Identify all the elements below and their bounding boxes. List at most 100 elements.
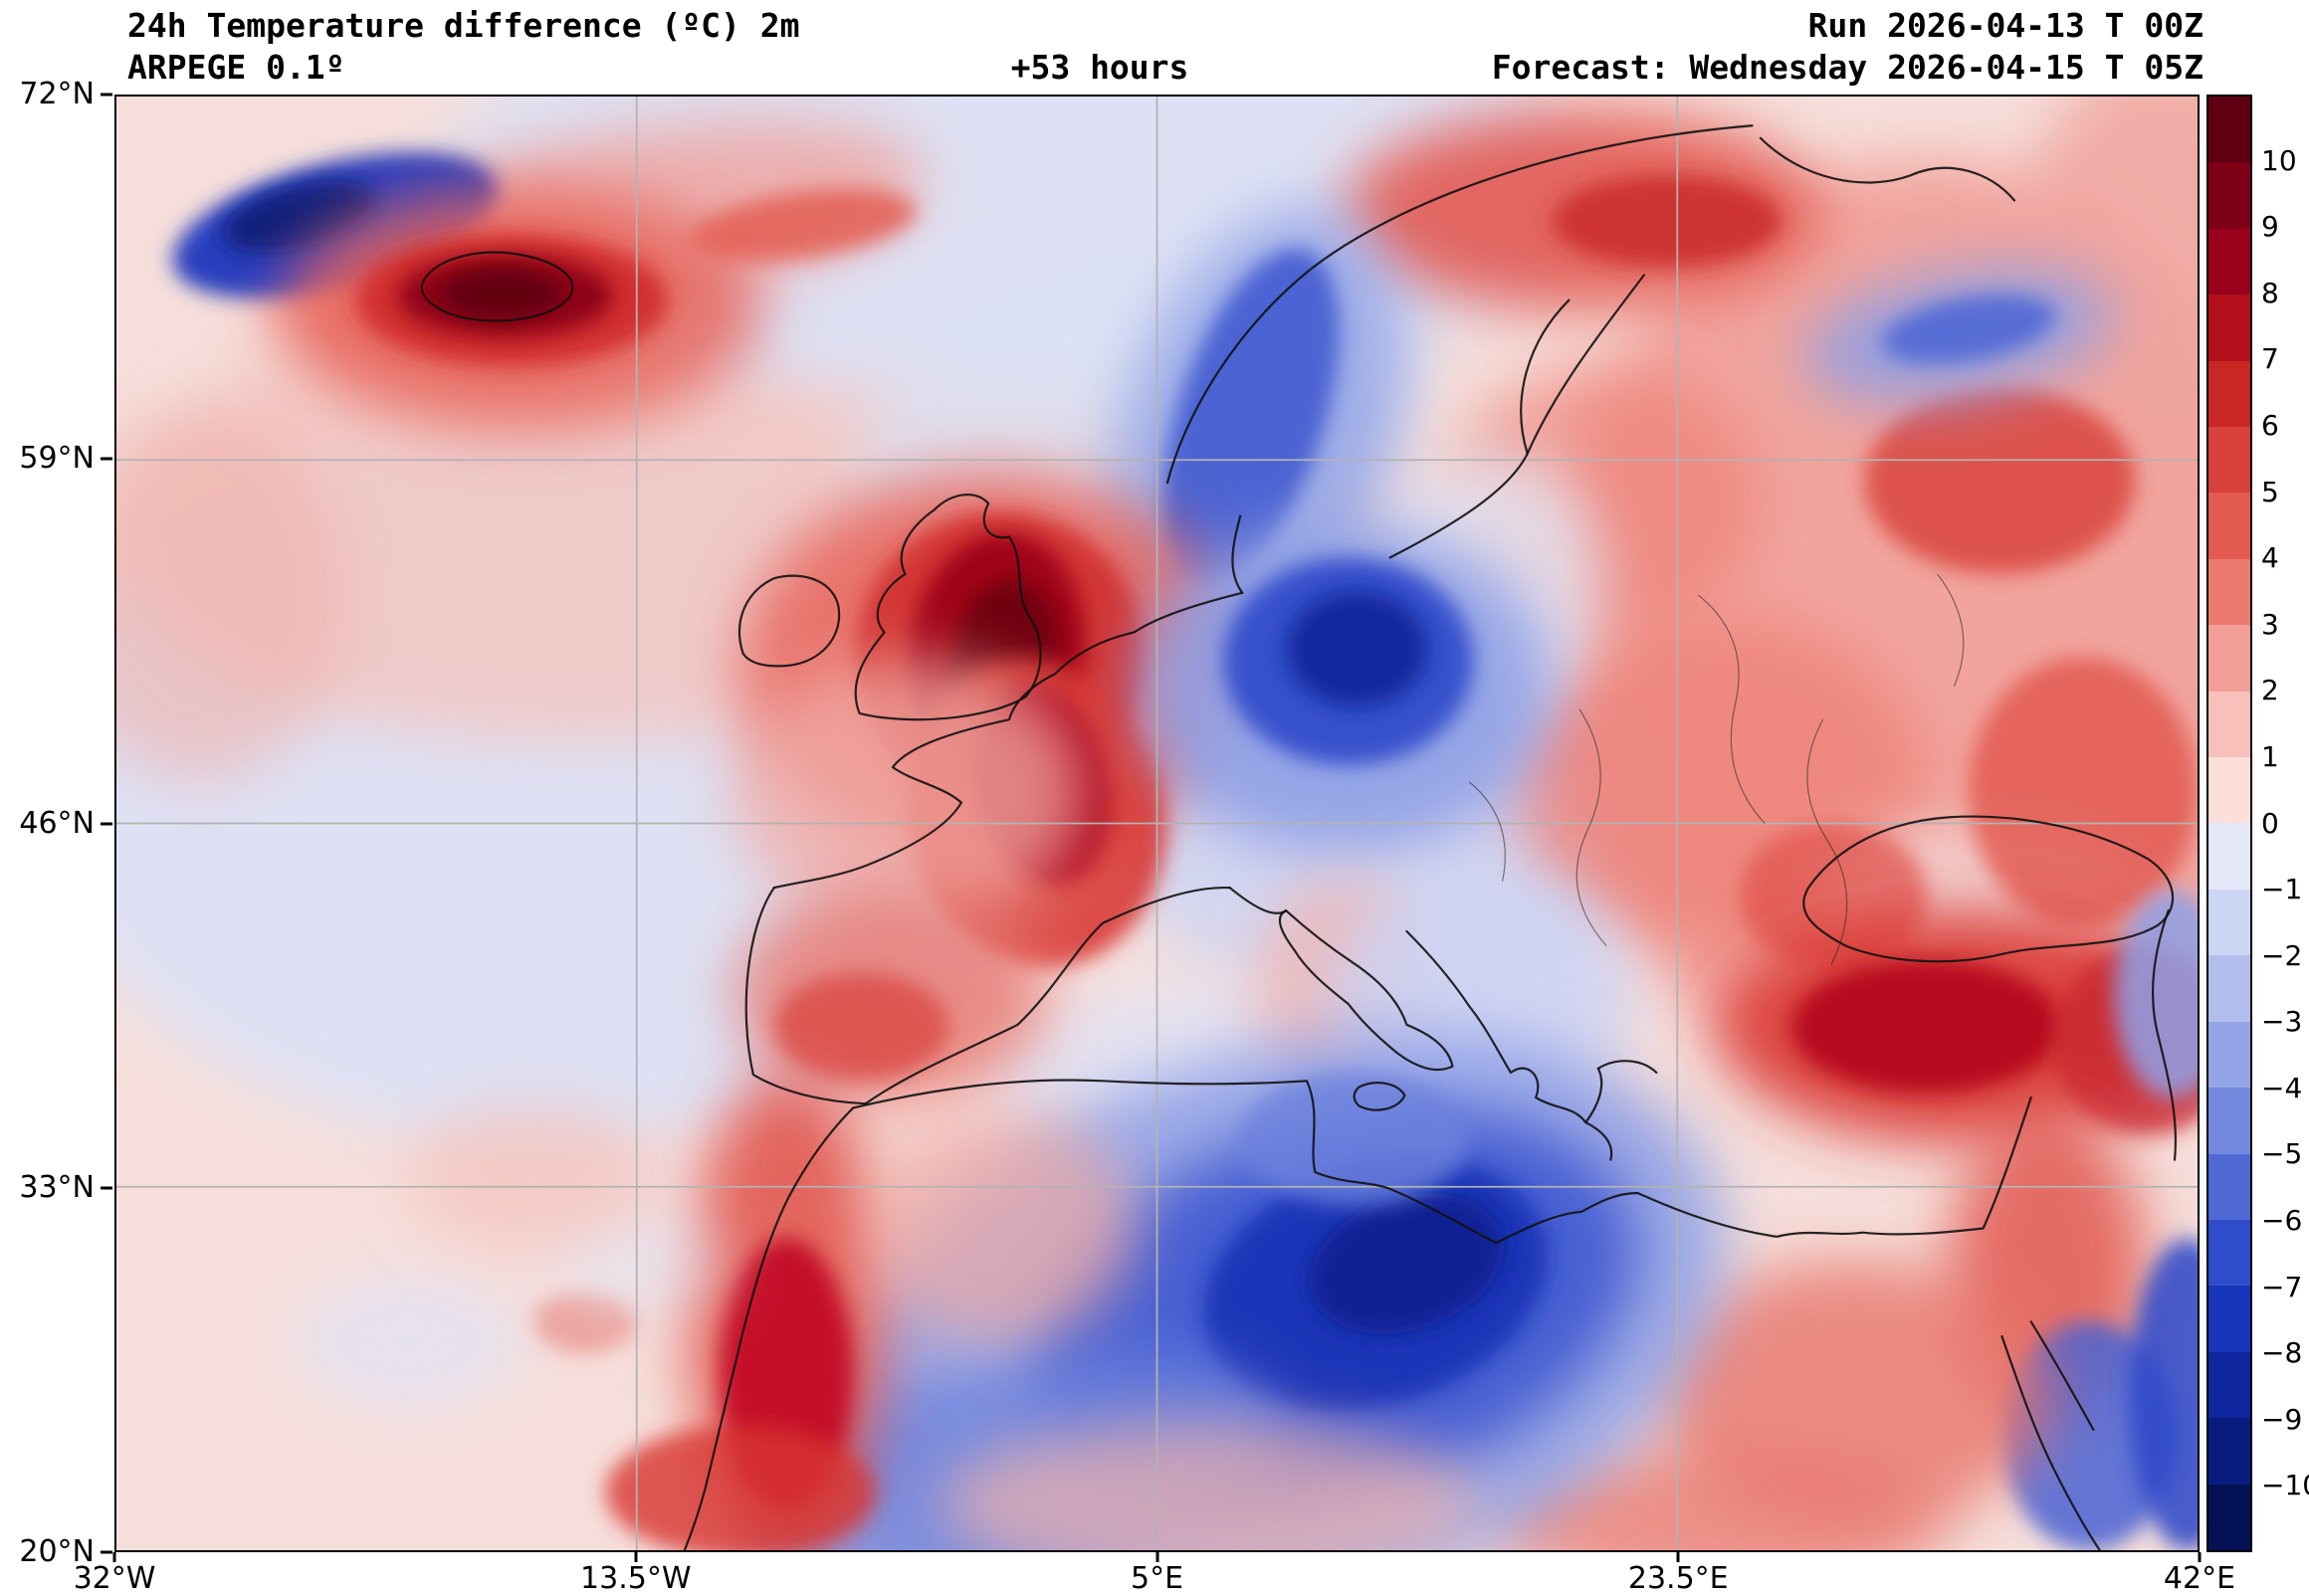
lat-tick-mark — [101, 822, 112, 825]
colorbar-segment — [2208, 1484, 2250, 1550]
grid-lines — [116, 97, 2198, 1550]
run-label: Run 2026-04-13 T 00Z — [1807, 6, 2204, 45]
norway-cool-core — [1161, 249, 1340, 588]
colorbar-segment — [2208, 1153, 2250, 1220]
coastline-italy — [1280, 910, 1452, 1070]
coastline-iceland — [422, 253, 572, 321]
algeria-west-pink — [865, 1113, 1137, 1343]
border-hint-5 — [1938, 574, 1964, 687]
colorbar-segment — [2208, 228, 2250, 296]
coastline-morocco-atlantic — [685, 1107, 853, 1550]
colorbar-tick-label: −7 — [2261, 1270, 2303, 1303]
colorbar-segment — [2208, 823, 2250, 890]
colorbar-tick-label: 4 — [2261, 541, 2279, 575]
colorbar-tick-label: 3 — [2261, 607, 2279, 641]
coastline-sicily — [1355, 1083, 1405, 1109]
border-hint-2 — [1698, 595, 1765, 824]
colorbar-segment — [2208, 427, 2250, 494]
lon-axis: 32°W 13.5°W 5°E 23.5°E 42°E — [74, 1552, 2235, 1596]
lat-tick-label: 72°N — [19, 77, 95, 111]
lat-tick-label: 59°N — [19, 441, 95, 477]
border-hint-4 — [1469, 782, 1505, 882]
colorbar-segment — [2208, 360, 2250, 428]
russia-red-core-north — [1864, 387, 2136, 575]
colorbar-tick-label: 7 — [2261, 342, 2279, 376]
colorbar-segment — [2208, 1351, 2250, 1419]
coastline-denmark — [1232, 516, 1242, 593]
sahara-cool-deepest — [1309, 1193, 1505, 1334]
colorbar-segment — [2208, 558, 2250, 626]
colorbar-segment — [2208, 1021, 2250, 1089]
coastline-britain — [856, 495, 1041, 719]
coastline-ireland — [739, 576, 839, 667]
lon-tick-mark — [1676, 1552, 1680, 1562]
colorbar-tick-label: 0 — [2261, 806, 2279, 840]
lat-axis: 72°N 59°N 46°N 33°N 20°N — [0, 80, 112, 1567]
colorbar-segment — [2208, 625, 2250, 692]
lon-tick-mark — [634, 1552, 638, 1562]
temperature-difference-field — [116, 97, 2198, 1550]
lat-tick-mark — [101, 457, 112, 461]
colorbar-tick-label: 5 — [2261, 475, 2279, 508]
colorbar-segment — [2208, 955, 2250, 1022]
farright-cool-corner — [2129, 1238, 2198, 1550]
border-hint-3 — [1807, 719, 1847, 964]
colorbar-tick-label: −3 — [2261, 1005, 2303, 1039]
colorbar-tick-label: −8 — [2261, 1336, 2303, 1370]
coastlines — [422, 125, 2176, 1550]
lat-tick-mark — [101, 93, 112, 97]
model-label: ARPEGE 0.1º — [127, 48, 345, 87]
colorbar — [2206, 95, 2252, 1552]
lon-tick-label: 42°E — [2163, 1561, 2236, 1596]
lat-tick-label: 20°N — [19, 1534, 95, 1569]
coastline-red-sea — [2001, 1321, 2099, 1550]
lat-tick-label: 33°N — [19, 1169, 95, 1205]
lon-tick-label: 32°W — [73, 1561, 156, 1596]
coastline-north-africa — [853, 1081, 2031, 1244]
bottomright-warm — [1490, 1446, 1949, 1550]
lon-tick-mark — [112, 1552, 116, 1562]
colorbar-segment — [2208, 691, 2250, 758]
colorbar-segment — [2208, 1286, 2250, 1352]
coastline-greece — [1585, 1061, 1656, 1159]
colorbar-segment — [2208, 889, 2250, 956]
border-hint-1 — [1576, 709, 1606, 946]
coastline-gulf-bothnia — [1521, 300, 1569, 454]
colorbar-tick-label: 1 — [2261, 739, 2279, 773]
caspian-cool — [2114, 890, 2198, 1097]
colorbar-tick-label: −9 — [2261, 1402, 2303, 1436]
colorbar-segment — [2208, 162, 2250, 229]
coastline-portugal — [746, 888, 866, 1103]
iberia-warm-core — [773, 972, 949, 1082]
coastline-atlantic-europe — [774, 593, 1242, 888]
lon-tick-mark — [2198, 1552, 2202, 1562]
colorbar-tick-label: 6 — [2261, 408, 2279, 442]
colorbar-tick-label: 2 — [2261, 674, 2279, 707]
colorbar-segment — [2208, 1088, 2250, 1154]
left-edge-pink — [116, 408, 345, 782]
forecast-label: Forecast: Wednesday 2026-04-15 T 05Z — [1491, 48, 2204, 87]
topleft-red-streak-core — [690, 188, 918, 263]
coastline-caspian — [2153, 910, 2176, 1159]
colorbar-tick-label: −4 — [2261, 1071, 2303, 1104]
lon-tick-label: 5°E — [1130, 1561, 1184, 1596]
iceland-warm-peak — [439, 269, 564, 319]
colorbar-tick-label: 10 — [2261, 143, 2297, 177]
lon-tick-label: 13.5°W — [580, 1561, 692, 1596]
turkey-warm-core — [1791, 960, 2063, 1094]
lon-tick-label: 23.5°E — [1627, 1561, 1729, 1596]
southwest-pale-blue-1 — [293, 1276, 523, 1410]
russia-red-core-east — [1968, 657, 2198, 927]
colorbar-segment — [2208, 295, 2250, 361]
colorbar-tick-label: −6 — [2261, 1204, 2303, 1238]
germany-cool-core — [1286, 590, 1428, 707]
colorbar-tick-label: 8 — [2261, 276, 2279, 309]
colorbar-segment — [2208, 757, 2250, 824]
coastline-arctic — [1761, 138, 2014, 201]
chart-title: 24h Temperature difference (ºC) 2m — [127, 6, 800, 45]
west-sahara-warm — [605, 1425, 877, 1550]
colorbar-tick-label: −1 — [2261, 873, 2303, 906]
colorbar-tick-label: 9 — [2261, 210, 2279, 244]
tunisia-cool-tip — [1240, 1072, 1470, 1206]
